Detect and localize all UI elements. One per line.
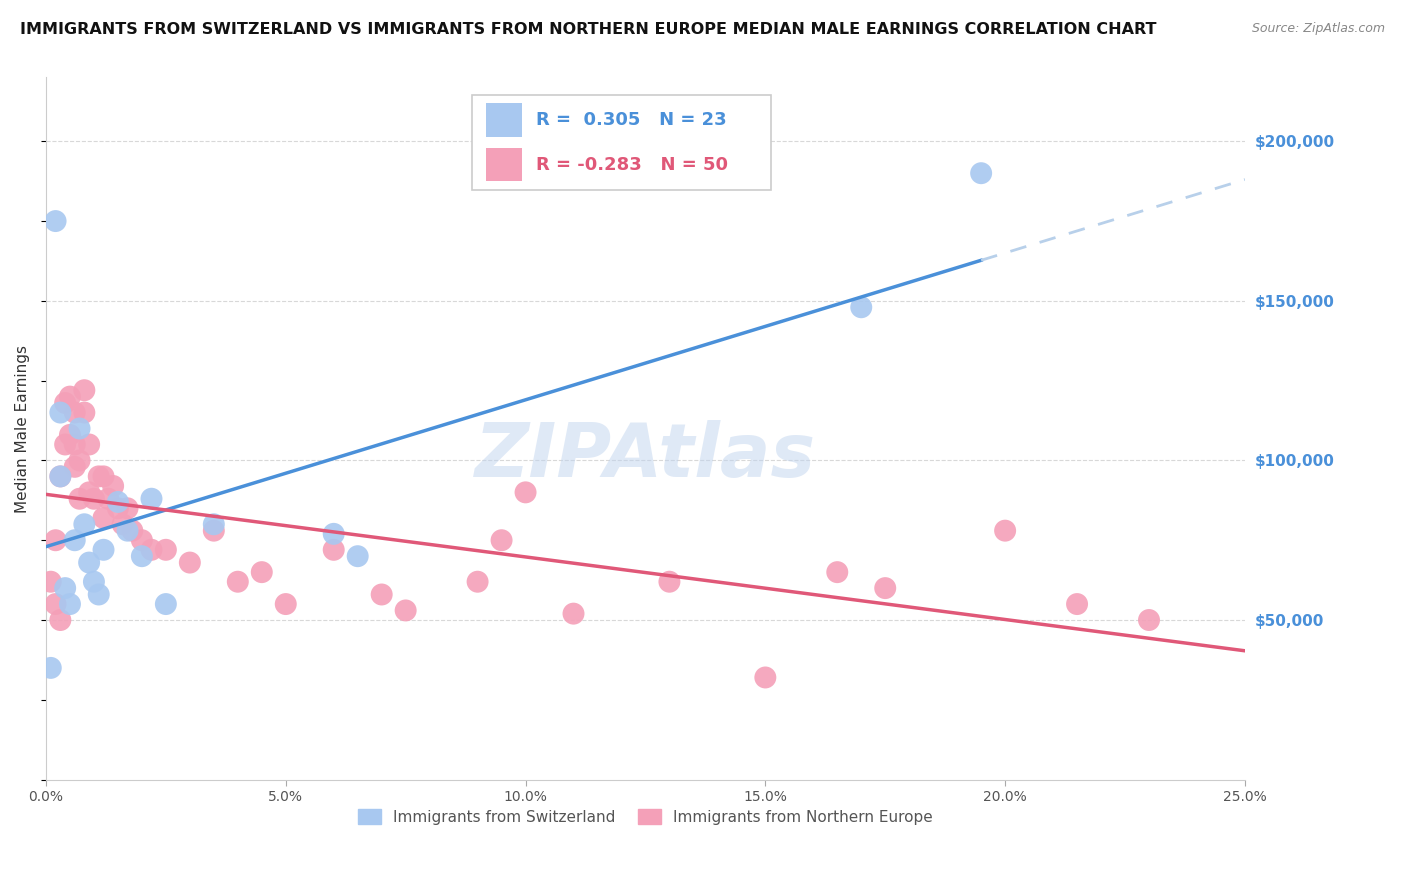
Point	[202, 524, 225, 538]
Point	[851, 300, 873, 314]
Point	[226, 574, 249, 589]
Point	[107, 495, 129, 509]
Point	[274, 597, 297, 611]
Y-axis label: Median Male Earnings: Median Male Earnings	[15, 344, 30, 513]
Point	[562, 607, 585, 621]
Point	[53, 396, 76, 410]
Point	[1066, 597, 1088, 611]
Point	[59, 597, 82, 611]
Point	[117, 501, 139, 516]
Point	[117, 524, 139, 538]
Point	[49, 406, 72, 420]
Point	[825, 565, 848, 579]
Text: IMMIGRANTS FROM SWITZERLAND VS IMMIGRANTS FROM NORTHERN EUROPE MEDIAN MALE EARNI: IMMIGRANTS FROM SWITZERLAND VS IMMIGRANT…	[20, 22, 1156, 37]
Point	[59, 428, 82, 442]
Point	[1137, 613, 1160, 627]
Point	[754, 670, 776, 684]
Point	[53, 437, 76, 451]
Point	[69, 421, 91, 435]
Text: R =  0.305   N = 23: R = 0.305 N = 23	[536, 112, 727, 129]
FancyBboxPatch shape	[486, 148, 522, 181]
Legend: Immigrants from Switzerland, Immigrants from Northern Europe: Immigrants from Switzerland, Immigrants …	[357, 809, 934, 824]
Point	[63, 406, 86, 420]
Point	[93, 511, 115, 525]
Point	[87, 587, 110, 601]
Point	[77, 485, 100, 500]
Point	[370, 587, 392, 601]
Point	[83, 574, 105, 589]
Point	[63, 437, 86, 451]
Point	[69, 453, 91, 467]
Point	[491, 533, 513, 548]
Point	[658, 574, 681, 589]
Point	[875, 581, 897, 595]
Point	[179, 556, 201, 570]
Point	[73, 406, 96, 420]
Point	[63, 533, 86, 548]
Point	[39, 661, 62, 675]
Point	[155, 597, 177, 611]
Point	[515, 485, 537, 500]
Point	[107, 501, 129, 516]
Point	[77, 556, 100, 570]
Point	[83, 491, 105, 506]
Point	[73, 383, 96, 397]
Point	[77, 437, 100, 451]
Point	[63, 459, 86, 474]
Point	[93, 469, 115, 483]
Point	[87, 469, 110, 483]
Point	[322, 526, 344, 541]
Point	[53, 581, 76, 595]
Point	[131, 549, 153, 564]
Point	[141, 542, 163, 557]
Point	[202, 517, 225, 532]
Point	[73, 517, 96, 532]
Point	[994, 524, 1017, 538]
Text: R = -0.283   N = 50: R = -0.283 N = 50	[536, 155, 728, 174]
Point	[467, 574, 489, 589]
Point	[49, 469, 72, 483]
Point	[155, 542, 177, 557]
Point	[131, 533, 153, 548]
FancyBboxPatch shape	[486, 103, 522, 137]
Point	[69, 491, 91, 506]
FancyBboxPatch shape	[471, 95, 772, 190]
Point	[111, 517, 134, 532]
Point	[97, 491, 120, 506]
Point	[322, 542, 344, 557]
Point	[970, 166, 993, 180]
Point	[141, 491, 163, 506]
Point	[45, 533, 67, 548]
Point	[39, 574, 62, 589]
Point	[45, 214, 67, 228]
Point	[121, 524, 143, 538]
Point	[45, 597, 67, 611]
Point	[346, 549, 368, 564]
Point	[101, 479, 124, 493]
Point	[49, 469, 72, 483]
Point	[395, 603, 418, 617]
Point	[49, 613, 72, 627]
Point	[93, 542, 115, 557]
Text: ZIPAtlas: ZIPAtlas	[475, 420, 815, 493]
Point	[250, 565, 273, 579]
Text: Source: ZipAtlas.com: Source: ZipAtlas.com	[1251, 22, 1385, 36]
Point	[59, 390, 82, 404]
